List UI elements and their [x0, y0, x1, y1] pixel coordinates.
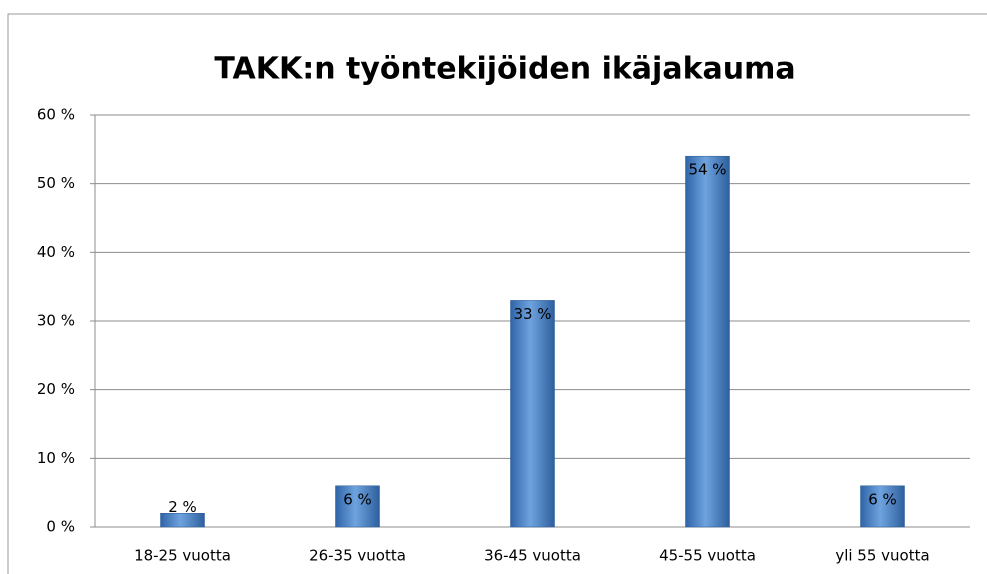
x-tick-label: 26-35 vuotta: [309, 547, 406, 565]
y-tick-label: 50 %: [37, 174, 75, 192]
data-label: 33 %: [513, 305, 551, 323]
x-tick-label: 45-55 vuotta: [659, 547, 756, 565]
y-tick-label: 30 %: [37, 312, 75, 330]
x-tick-label: 36-45 vuotta: [484, 547, 581, 565]
data-label: 2 %: [168, 498, 197, 516]
y-tick-label: 60 %: [37, 106, 75, 124]
data-label: 54 %: [688, 161, 726, 179]
data-label: 6 %: [868, 490, 897, 508]
y-tick-label: 20 %: [37, 380, 75, 398]
bar: [160, 513, 205, 528]
x-tick-label: 18-25 vuotta: [134, 547, 231, 565]
bar: [510, 300, 555, 528]
x-tick-label: yli 55 vuotta: [835, 547, 929, 565]
chart-title: TAKK:n työntekijöiden ikäjakauma: [214, 52, 795, 87]
y-tick-label: 10 %: [37, 449, 75, 467]
bar: [335, 485, 380, 528]
bar: [860, 485, 905, 528]
chart-frame: [7, 13, 987, 574]
y-tick-label: 0 %: [46, 518, 75, 536]
data-label: 6 %: [343, 490, 372, 508]
bar: [685, 155, 730, 528]
y-tick-label: 40 %: [37, 243, 75, 261]
